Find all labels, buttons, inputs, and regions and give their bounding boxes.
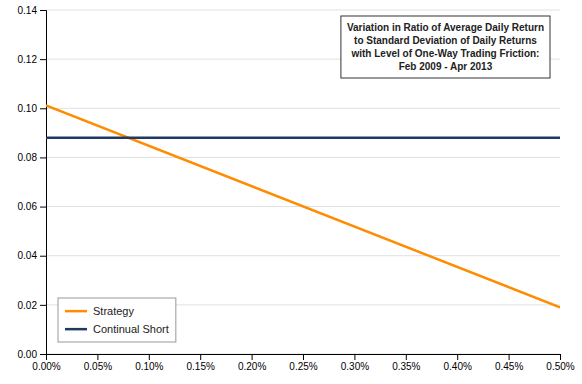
y-tick-label: 0.04 <box>18 250 38 261</box>
legend-label: Continual Short <box>93 323 169 335</box>
x-tick-label: 0.00% <box>32 361 60 372</box>
y-tick: 0.00 <box>18 349 46 360</box>
x-tick: 0.10% <box>135 354 163 372</box>
title-line: Variation in Ratio of Average Daily Retu… <box>347 22 544 33</box>
y-tick: 0.14 <box>18 5 46 16</box>
y-tick-mark <box>40 256 46 257</box>
y-tick-label: 0.10 <box>18 103 38 114</box>
y-tick-mark <box>40 157 46 158</box>
y-tick-label: 0.14 <box>18 5 38 16</box>
title-box: Variation in Ratio of Average Daily Retu… <box>341 16 550 78</box>
x-tick-label: 0.15% <box>187 361 215 372</box>
x-tick: 0.30% <box>341 354 369 372</box>
legend-frame <box>58 298 176 342</box>
x-tick-label: 0.40% <box>444 361 472 372</box>
title-line: with Level of One-Way Trading Friction: <box>350 48 539 59</box>
x-tick: 0.40% <box>444 354 472 372</box>
y-tick-mark <box>40 354 46 355</box>
x-tick: 0.15% <box>187 354 215 372</box>
x-tick-label: 0.30% <box>341 361 369 372</box>
x-tick-mark <box>149 354 150 360</box>
y-tick-label: 0.00 <box>18 349 38 360</box>
x-tick: 0.35% <box>392 354 420 372</box>
x-tick: 0.20% <box>238 354 266 372</box>
legend-item: Strategy <box>65 305 134 317</box>
y-axis-line <box>40 11 47 355</box>
y-tick-mark <box>40 207 46 208</box>
y-tick-label: 0.06 <box>18 201 38 212</box>
chart: 0.00% 0.05% 0.10% 0.15% 0.20% 0.25% 0.30% 0.35%… <box>0 0 582 384</box>
grid-line <box>46 10 560 11</box>
x-tick-mark <box>252 354 253 360</box>
y-tick: 0.06 <box>18 201 46 212</box>
x-tick-mark <box>509 354 510 360</box>
x-tick: 0.50% <box>546 354 574 372</box>
y-tick: 0.04 <box>18 250 46 261</box>
x-tick-label: 0.45% <box>495 361 523 372</box>
series-line <box>46 105 560 307</box>
x-tick-mark <box>560 354 561 360</box>
grid <box>46 10 560 354</box>
x-tick-label: 0.50% <box>546 361 574 372</box>
y-tick-label: 0.08 <box>18 152 38 163</box>
y-tick-mark <box>40 59 46 60</box>
title-line: to Standard Deviation of Daily Returns <box>354 35 537 46</box>
y-axis: 0.00 0.02 0.04 0.06 0.08 0.10 0.12 0.14 <box>18 5 47 360</box>
series-line <box>46 137 560 140</box>
lines <box>46 105 560 307</box>
x-tick-mark <box>457 354 458 360</box>
legend-item: Continual Short <box>65 323 169 335</box>
x-tick-mark <box>303 354 304 360</box>
y-tick-label: 0.02 <box>18 300 38 311</box>
title-line: Feb 2009 - Apr 2013 <box>399 61 493 72</box>
y-tick: 0.12 <box>18 54 46 65</box>
x-tick-label: 0.25% <box>289 361 317 372</box>
x-axis-line <box>47 355 561 361</box>
x-tick-mark <box>354 354 355 360</box>
legend-label: Strategy <box>93 305 134 317</box>
x-tick: 0.05% <box>84 354 112 372</box>
plot: 0.00% 0.05% 0.10% 0.15% 0.20% 0.25% 0.30% 0.35%… <box>18 5 575 372</box>
y-tick: 0.08 <box>18 152 46 163</box>
grid-line <box>46 157 560 158</box>
x-tick: 0.25% <box>289 354 317 372</box>
grid-line <box>46 108 560 109</box>
y-tick: 0.10 <box>18 103 46 114</box>
title: Variation in Ratio of Average Daily Retu… <box>347 22 544 72</box>
y-tick-mark <box>40 108 46 109</box>
x-tick-label: 0.10% <box>135 361 163 372</box>
legend: Strategy Continual Short <box>58 298 176 342</box>
legend-swatch <box>65 328 87 331</box>
y-tick-label: 0.12 <box>18 54 38 65</box>
y-tick-mark <box>40 305 46 306</box>
x-tick: 0.45% <box>495 354 523 372</box>
x-axis: 0.00% 0.05% 0.10% 0.15% 0.20% 0.25% 0.30% 0.35%… <box>32 354 574 372</box>
y-tick-mark <box>40 10 46 11</box>
title-frame <box>341 16 550 78</box>
x-tick-label: 0.20% <box>238 361 266 372</box>
x-tick-label: 0.05% <box>84 361 112 372</box>
legend-swatch <box>65 310 87 313</box>
x-tick-mark <box>97 354 98 360</box>
grid-line <box>46 255 560 256</box>
x-tick-label: 0.35% <box>392 361 420 372</box>
x-tick-mark <box>200 354 201 360</box>
x-tick-mark <box>406 354 407 360</box>
y-tick: 0.02 <box>18 300 46 311</box>
